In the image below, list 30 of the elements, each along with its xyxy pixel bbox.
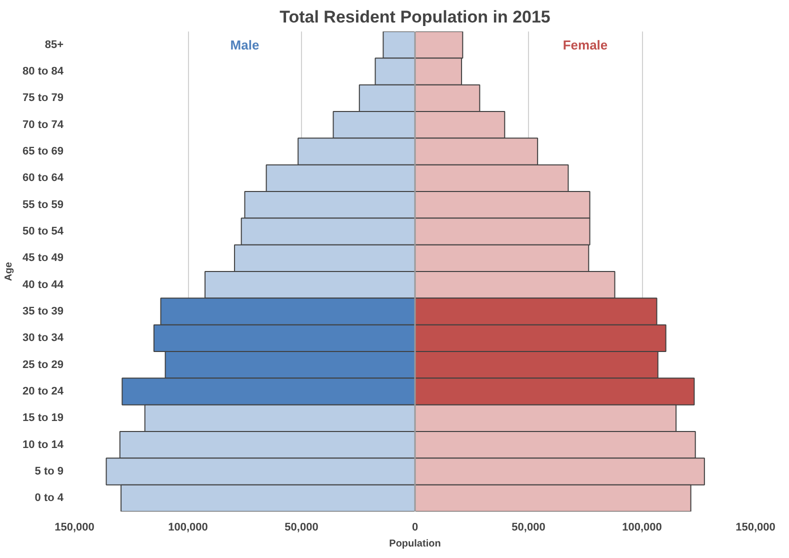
y-tick-label: 50 to 54 bbox=[22, 226, 64, 238]
y-tick-label: 70 to 74 bbox=[22, 118, 64, 131]
y-tick-label: 75 to 79 bbox=[22, 92, 64, 104]
text: Male bbox=[230, 37, 260, 52]
y-tick-label: 55 to 59 bbox=[22, 198, 64, 211]
y-axis-title: Age bbox=[4, 262, 15, 281]
x-tick-label: 100,000 bbox=[622, 522, 662, 534]
chart-title: Total Resident Population in 2015 bbox=[280, 8, 550, 26]
y-tick-label: 20 to 24 bbox=[22, 386, 64, 398]
x-tick-label: 150,000 bbox=[54, 522, 94, 534]
y-tick-label: 35 to 39 bbox=[22, 306, 64, 318]
y-tick-label: 60 to 64 bbox=[22, 172, 64, 184]
x-axis-title: Population bbox=[389, 538, 441, 550]
x-tick-label: 50,000 bbox=[284, 522, 318, 534]
x-tick-label: 0 bbox=[412, 522, 418, 534]
y-tick-label: 30 to 34 bbox=[22, 332, 64, 344]
y-tick-label: 85+ bbox=[44, 38, 64, 51]
y-tick-label: 5 to 9 bbox=[34, 466, 64, 478]
y-tick-label: 65 to 69 bbox=[22, 146, 64, 158]
y-tick-label: 45 to 49 bbox=[22, 252, 64, 264]
text: Female bbox=[562, 37, 608, 52]
x-tick-label: 100,000 bbox=[168, 522, 208, 534]
y-tick-label: 25 to 29 bbox=[22, 358, 64, 371]
y-tick-label: 15 to 19 bbox=[22, 412, 64, 424]
y-tick-label: 40 to 44 bbox=[22, 278, 64, 291]
x-tick-label: 150,000 bbox=[736, 522, 776, 534]
y-tick-label: 10 to 14 bbox=[22, 438, 64, 451]
x-tick-label: 50,000 bbox=[512, 522, 546, 534]
y-tick-label: 0 to 4 bbox=[34, 492, 64, 504]
y-tick-label: 80 to 84 bbox=[22, 66, 64, 78]
